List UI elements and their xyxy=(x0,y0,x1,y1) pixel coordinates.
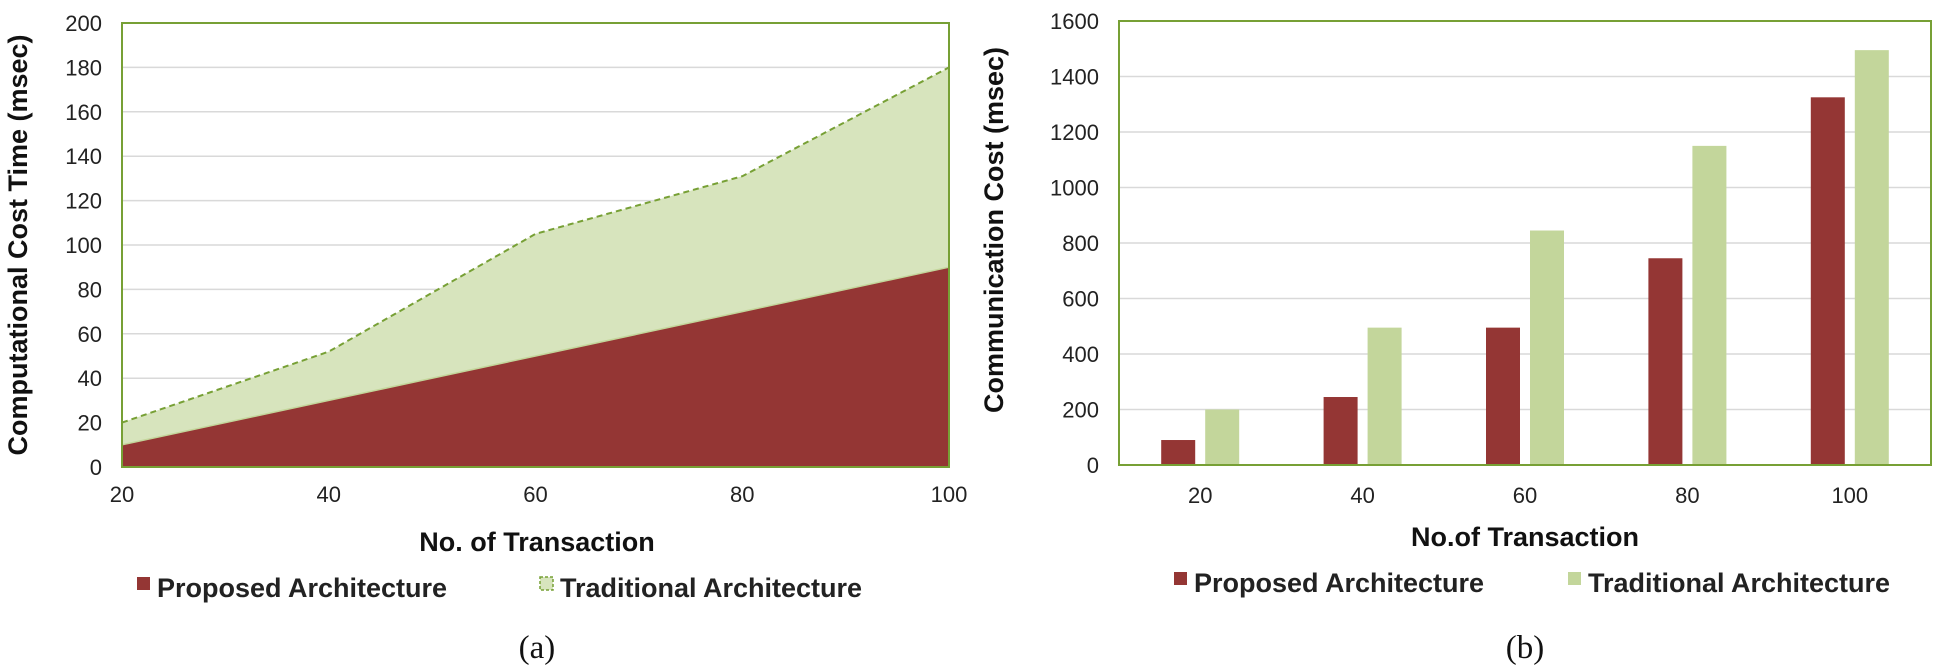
b-bar-proposed xyxy=(1810,97,1845,465)
a-x-tick-label: 40 xyxy=(317,482,341,507)
b-legend-label-traditional: Traditional Architecture xyxy=(1588,568,1890,598)
b-x-tick-label: 60 xyxy=(1513,483,1537,508)
b-y-tick-label: 1000 xyxy=(1050,176,1099,201)
b-y-tick-label: 400 xyxy=(1062,342,1099,367)
a-y-tick-label: 20 xyxy=(78,411,102,436)
a-caption: (a) xyxy=(519,630,556,666)
a-y-tick-label: 200 xyxy=(65,11,102,36)
b-y-tick-label: 600 xyxy=(1062,287,1099,312)
a-y-tick-label: 40 xyxy=(78,366,102,391)
b-bar-traditional xyxy=(1692,145,1727,465)
a-legend-swatch-traditional xyxy=(539,576,554,591)
b-bar-proposed xyxy=(1161,440,1196,465)
a-proposed-line xyxy=(121,266,950,446)
b-bar-traditional xyxy=(1367,327,1402,465)
b-bar-proposed xyxy=(1486,327,1520,465)
a-y-tick-label: 120 xyxy=(65,189,102,214)
b-bars xyxy=(1161,50,1889,465)
b-y-tick-label: 0 xyxy=(1087,453,1099,478)
a-x-tick-label: 100 xyxy=(931,482,968,507)
a-y-tick-label: 0 xyxy=(90,455,102,480)
b-bar-traditional xyxy=(1530,230,1564,465)
b-plot-frame xyxy=(1118,20,1932,466)
a-traditional-line xyxy=(121,66,950,424)
a-y-tick-label: 60 xyxy=(78,322,102,347)
a-x-tick-label: 20 xyxy=(110,482,134,507)
b-x-tick-label: 40 xyxy=(1350,483,1374,508)
b-legend-swatch-proposed xyxy=(1174,572,1187,585)
b-gridlines xyxy=(1119,75,1931,411)
a-x-axis-title: No. of Transaction xyxy=(419,527,655,557)
a-x-tick-label: 60 xyxy=(523,482,547,507)
b-x-tick-label: 80 xyxy=(1675,483,1699,508)
b-y-tick-label: 1400 xyxy=(1050,65,1099,90)
a-y-tick-label: 140 xyxy=(65,144,102,169)
a-x-ticks: 20 40 60 80 100 xyxy=(110,482,968,507)
b-y-tick-label: 800 xyxy=(1062,231,1099,256)
b-bar-traditional xyxy=(1854,50,1889,465)
b-y-axis-title: Communication Cost (msec) xyxy=(979,47,1009,413)
b-y-tick-label: 1600 xyxy=(1050,9,1099,34)
a-legend-swatch-proposed xyxy=(137,577,150,590)
a-y-axis-title: Computational Cost Time (msec) xyxy=(3,34,33,455)
a-y-ticks: 0 20 40 60 80 100 120 140 160 180 200 xyxy=(65,11,102,480)
b-legend-label-proposed: Proposed Architecture xyxy=(1194,568,1484,598)
a-y-tick-label: 100 xyxy=(65,233,102,258)
b-x-ticks: 20 40 60 80 100 xyxy=(1188,483,1868,508)
b-legend: Proposed Architecture Traditional Archit… xyxy=(1174,568,1890,598)
a-legend-label-proposed: Proposed Architecture xyxy=(157,573,447,603)
b-bar-proposed xyxy=(1323,397,1358,465)
b-y-tick-label: 1200 xyxy=(1050,120,1099,145)
a-legend-label-traditional: Traditional Architecture xyxy=(560,573,862,603)
bar-chart: 0 200 400 600 800 1000 1200 1400 1600 20 40 60 80 10… xyxy=(979,9,1932,666)
a-x-tick-label: 80 xyxy=(730,482,754,507)
b-caption: (b) xyxy=(1506,630,1544,666)
b-x-axis-title: No.of Transaction xyxy=(1411,522,1639,552)
a-legend: Proposed Architecture Traditional Archit… xyxy=(137,573,862,603)
a-proposed-area xyxy=(122,267,949,467)
b-x-tick-label: 100 xyxy=(1831,483,1868,508)
a-y-tick-label: 160 xyxy=(65,100,102,125)
b-y-ticks: 0 200 400 600 800 1000 1200 1400 1600 xyxy=(1050,9,1099,478)
a-plot-frame xyxy=(121,22,950,468)
a-y-tick-label: 180 xyxy=(65,55,102,80)
b-legend-swatch-traditional xyxy=(1568,572,1581,585)
a-y-tick-label: 80 xyxy=(78,277,102,302)
b-x-tick-label: 20 xyxy=(1188,483,1212,508)
b-y-tick-label: 200 xyxy=(1062,398,1099,423)
b-bar-proposed xyxy=(1648,258,1683,465)
b-bar-traditional xyxy=(1205,409,1240,465)
